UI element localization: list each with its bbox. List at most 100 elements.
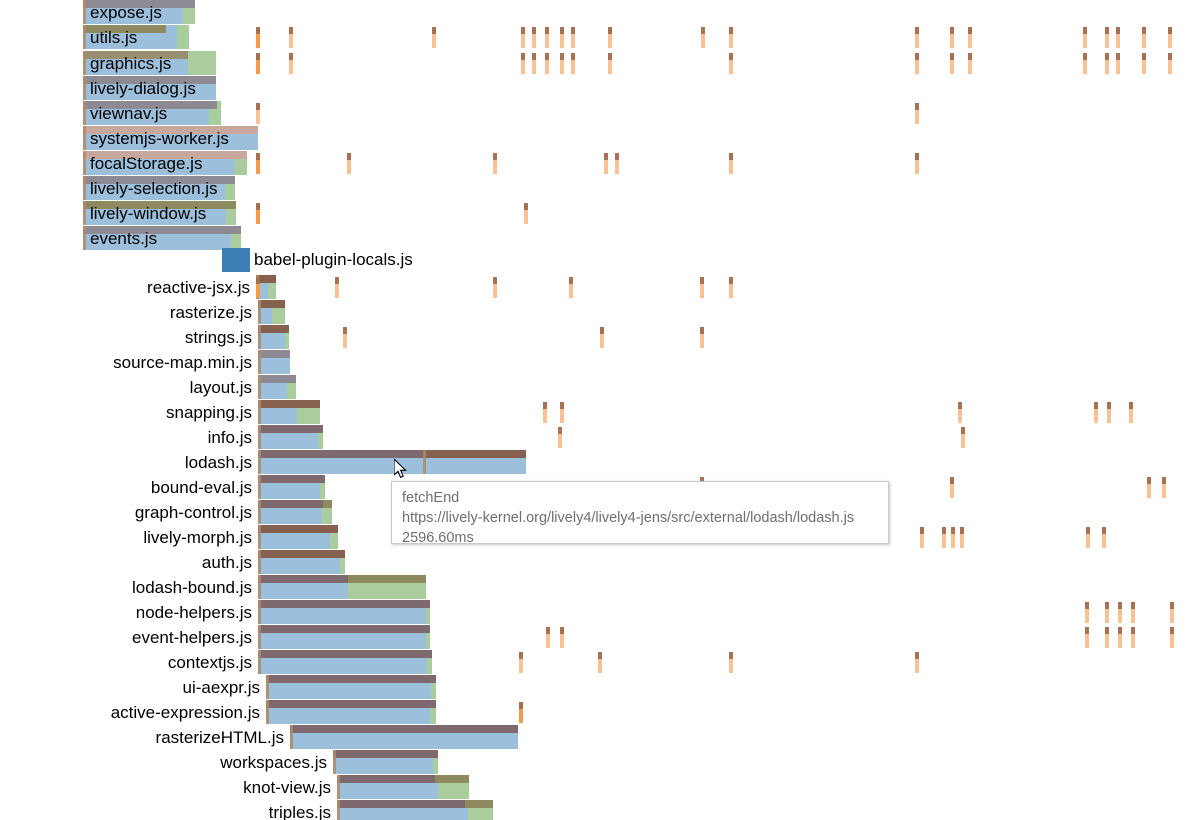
event-tick[interactable] [1129, 402, 1133, 423]
timeline-row[interactable]: knot-view.js [0, 775, 1196, 801]
event-tick[interactable] [289, 53, 293, 74]
timeline-row[interactable]: reactive-jsx.js [0, 275, 1196, 301]
timeline-row[interactable]: expose.js [0, 0, 1196, 26]
timeline-row[interactable]: bound-eval.js [0, 475, 1196, 501]
timeline-bar[interactable] [258, 450, 526, 474]
event-tick[interactable] [560, 27, 564, 48]
event-tick[interactable] [1170, 627, 1174, 648]
event-tick[interactable] [558, 427, 562, 448]
event-tick[interactable] [1105, 53, 1109, 74]
timeline-row[interactable]: contextjs.js [0, 650, 1196, 676]
event-tick[interactable] [1102, 527, 1106, 548]
event-tick[interactable] [729, 652, 733, 673]
event-tick[interactable] [1083, 27, 1087, 48]
event-tick[interactable] [950, 477, 954, 498]
timeline-bar[interactable] [258, 650, 432, 674]
event-tick[interactable] [1086, 527, 1090, 548]
timeline-row[interactable]: event-helpers.js [0, 625, 1196, 651]
timeline-row[interactable]: workspaces.js [0, 750, 1196, 776]
timeline-row[interactable]: lively-window.js [0, 201, 1196, 227]
event-tick[interactable] [545, 27, 549, 48]
event-tick[interactable] [519, 702, 523, 723]
event-tick[interactable] [1118, 602, 1122, 623]
event-tick[interactable] [1142, 27, 1146, 48]
timeline-row[interactable]: lively-selection.js [0, 176, 1196, 202]
timeline-bar[interactable] [83, 51, 216, 75]
event-tick[interactable] [608, 53, 612, 74]
event-tick[interactable] [915, 652, 919, 673]
event-tick[interactable] [1094, 402, 1098, 423]
event-tick[interactable] [1083, 53, 1087, 74]
timeline-bar[interactable] [83, 0, 195, 24]
timeline-row[interactable]: layout.js [0, 375, 1196, 401]
event-tick[interactable] [729, 53, 733, 74]
event-tick[interactable] [968, 53, 972, 74]
timeline-bar[interactable] [83, 176, 235, 200]
timeline-row[interactable]: graphics.js [0, 51, 1196, 77]
timeline-row[interactable]: viewnav.js [0, 101, 1196, 127]
timeline-bar[interactable] [83, 151, 247, 175]
event-tick[interactable] [958, 402, 962, 423]
event-tick[interactable] [951, 527, 955, 548]
event-tick[interactable] [950, 53, 954, 74]
timeline-bar[interactable] [258, 300, 285, 324]
event-tick[interactable] [543, 402, 547, 423]
event-tick[interactable] [1131, 627, 1135, 648]
event-tick[interactable] [256, 53, 260, 74]
timeline-bar[interactable] [258, 575, 426, 599]
timeline-bar[interactable] [258, 600, 430, 624]
timeline-row[interactable]: node-helpers.js [0, 600, 1196, 626]
timeline-row[interactable]: snapping.js [0, 400, 1196, 426]
timeline-row[interactable]: auth.js [0, 550, 1196, 576]
event-tick[interactable] [335, 277, 339, 298]
timeline-row[interactable]: source-map.min.js [0, 350, 1196, 376]
event-tick[interactable] [701, 27, 705, 48]
event-tick[interactable] [546, 627, 550, 648]
timeline-bar[interactable] [258, 425, 323, 449]
timeline-row[interactable]: triples.js [0, 800, 1196, 820]
event-tick[interactable] [1116, 53, 1120, 74]
timeline-bar[interactable] [337, 800, 493, 820]
event-tick[interactable] [347, 153, 351, 174]
event-tick[interactable] [256, 153, 260, 174]
event-tick[interactable] [1105, 627, 1109, 648]
timeline-bar[interactable] [333, 750, 438, 774]
event-tick[interactable] [1168, 27, 1172, 48]
event-tick[interactable] [256, 277, 260, 298]
event-tick[interactable] [521, 53, 525, 74]
timeline-row[interactable]: graph-control.js [0, 500, 1196, 526]
timeline-bar[interactable] [258, 500, 332, 524]
timeline-row[interactable]: lodash.js [0, 450, 1196, 476]
timeline-row[interactable]: systemjs-worker.js [0, 126, 1196, 152]
event-tick[interactable] [493, 153, 497, 174]
event-tick[interactable] [700, 277, 704, 298]
timeline-bar[interactable] [83, 226, 241, 250]
event-tick[interactable] [1168, 53, 1172, 74]
event-tick[interactable] [493, 277, 497, 298]
event-tick[interactable] [1107, 402, 1111, 423]
timeline-row[interactable]: lodash-bound.js [0, 575, 1196, 601]
event-tick[interactable] [560, 402, 564, 423]
event-tick[interactable] [532, 27, 536, 48]
timeline-bar[interactable] [266, 700, 436, 724]
timeline-bar[interactable] [83, 101, 221, 125]
event-tick[interactable] [289, 27, 293, 48]
timeline-bar[interactable] [258, 325, 289, 349]
timeline-bar[interactable] [258, 625, 430, 649]
event-tick[interactable] [560, 627, 564, 648]
event-tick[interactable] [600, 327, 604, 348]
event-tick[interactable] [608, 27, 612, 48]
event-tick[interactable] [598, 652, 602, 673]
event-tick[interactable] [1085, 602, 1089, 623]
event-tick[interactable] [915, 153, 919, 174]
event-tick[interactable] [960, 527, 964, 548]
event-tick[interactable] [915, 27, 919, 48]
event-tick[interactable] [915, 103, 919, 124]
event-tick[interactable] [571, 27, 575, 48]
event-tick[interactable] [256, 203, 260, 224]
timeline-bar[interactable] [258, 475, 325, 499]
timeline-bar[interactable] [258, 525, 338, 549]
event-tick[interactable] [571, 53, 575, 74]
event-tick[interactable] [729, 27, 733, 48]
event-tick[interactable] [1131, 602, 1135, 623]
